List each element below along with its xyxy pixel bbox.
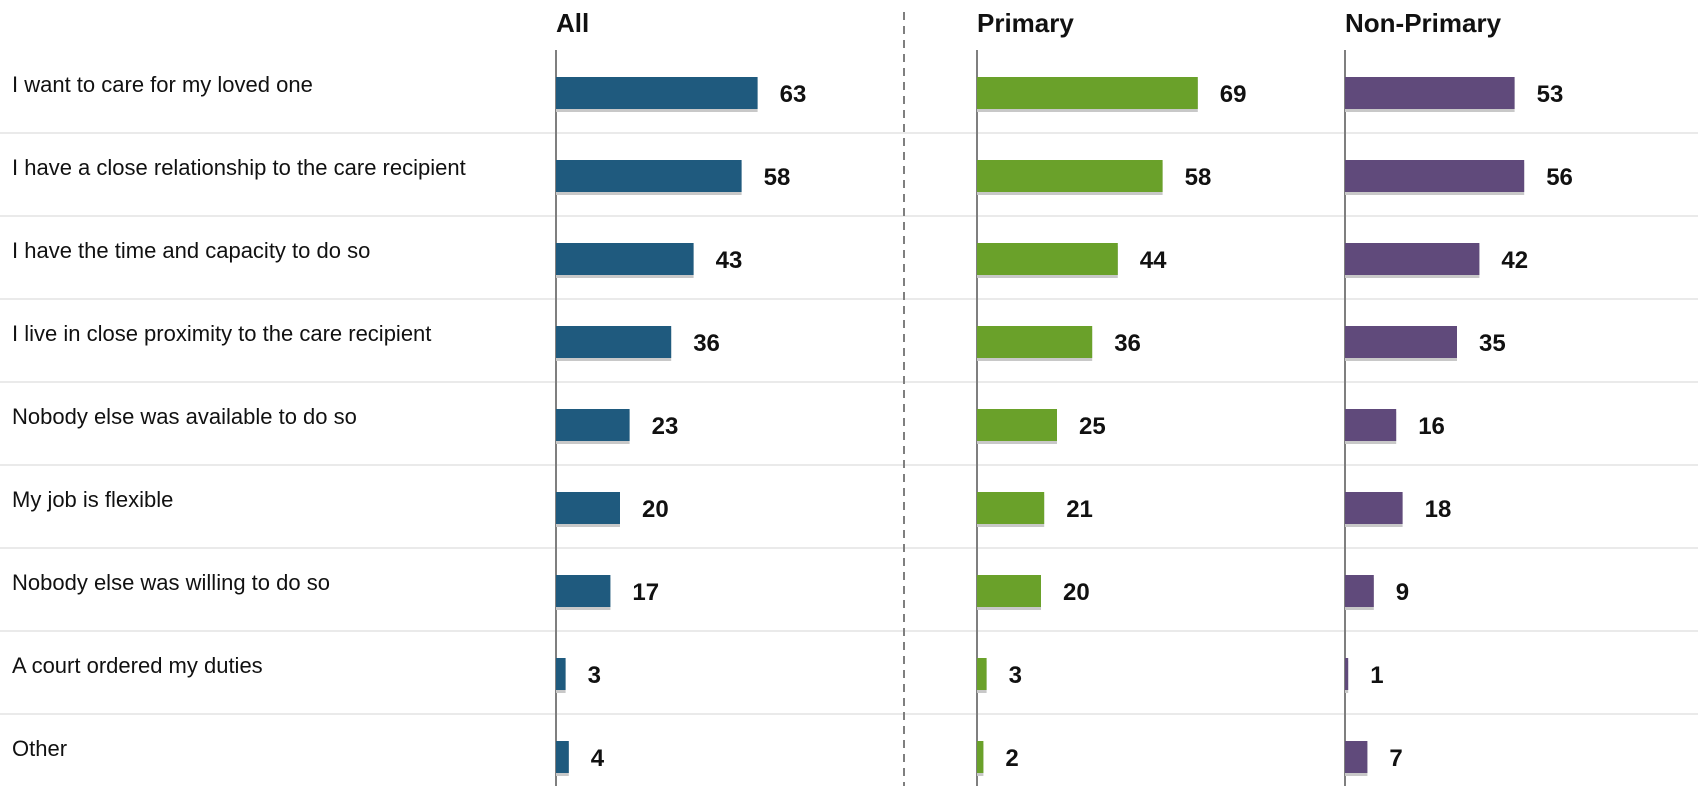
category-label: Nobody else was willing to do so (12, 570, 330, 595)
panel-title: Non-Primary (1345, 8, 1502, 38)
value-label: 25 (1079, 413, 1106, 440)
value-label: 44 (1140, 247, 1167, 274)
bar (1345, 741, 1368, 773)
bar (556, 575, 611, 607)
value-label: 1 (1370, 662, 1383, 689)
bar (1345, 77, 1515, 109)
bar (556, 77, 758, 109)
bar (1345, 160, 1525, 192)
bar (977, 77, 1198, 109)
bar (977, 409, 1057, 441)
bar (556, 160, 742, 192)
panel-non-primary: Non-Primary 53 56 42 35 16 18 9 1 7 (1344, 8, 1573, 786)
value-label: 17 (632, 579, 659, 606)
category-label: Other (12, 736, 67, 761)
category-label: I have the time and capacity to do so (12, 238, 370, 263)
value-label: 43 (716, 247, 743, 274)
bar (1345, 492, 1403, 524)
bar (556, 492, 620, 524)
category-label: I want to care for my loved one (12, 72, 313, 97)
bar (1345, 243, 1480, 275)
bar (977, 492, 1045, 524)
value-label: 20 (642, 496, 669, 523)
bar (556, 326, 672, 358)
value-label: 58 (1185, 164, 1212, 191)
bar (556, 409, 630, 441)
value-label: 9 (1396, 579, 1409, 606)
bar (977, 160, 1163, 192)
value-label: 42 (1501, 247, 1528, 274)
bar (556, 658, 566, 690)
category-label: Nobody else was available to do so (12, 404, 357, 429)
category-label: A court ordered my duties (12, 653, 263, 678)
value-label: 23 (652, 413, 679, 440)
row-separators (0, 132, 1698, 715)
category-label: I live in close proximity to the care re… (12, 321, 431, 346)
bar (1345, 658, 1349, 690)
value-label: 36 (1114, 330, 1141, 357)
bar (977, 326, 1093, 358)
value-label: 53 (1537, 81, 1564, 108)
value-label: 4 (591, 745, 605, 772)
category-label: I have a close relationship to the care … (12, 155, 466, 180)
panel-title: Primary (977, 8, 1074, 38)
value-label: 35 (1479, 330, 1506, 357)
value-label: 36 (693, 330, 720, 357)
bar (977, 575, 1041, 607)
category-label: My job is flexible (12, 487, 173, 512)
value-label: 16 (1418, 413, 1445, 440)
value-label: 20 (1063, 579, 1090, 606)
value-label: 3 (1009, 662, 1022, 689)
panel-all: All 63 58 43 36 23 20 17 3 4 (555, 8, 807, 786)
bar (1345, 326, 1457, 358)
value-label: 58 (764, 164, 791, 191)
bar (1345, 575, 1374, 607)
bar (1345, 409, 1397, 441)
bar (556, 243, 694, 275)
value-label: 21 (1066, 496, 1093, 523)
panels: All6358433623201734Primary69584436252120… (555, 8, 1573, 786)
category-labels: I want to care for my loved one I have a … (12, 72, 466, 761)
bar (556, 741, 569, 773)
value-label: 56 (1546, 164, 1573, 191)
bar (977, 243, 1118, 275)
value-label: 7 (1389, 745, 1402, 772)
value-label: 63 (780, 81, 807, 108)
value-label: 69 (1220, 81, 1247, 108)
panel-primary: Primary 69 58 44 36 25 21 20 3 2 (976, 8, 1247, 786)
bar (977, 658, 987, 690)
bar (977, 741, 984, 773)
panel-title: All (556, 8, 589, 38)
value-label: 18 (1425, 496, 1452, 523)
value-label: 2 (1005, 745, 1018, 772)
value-label: 3 (588, 662, 601, 689)
